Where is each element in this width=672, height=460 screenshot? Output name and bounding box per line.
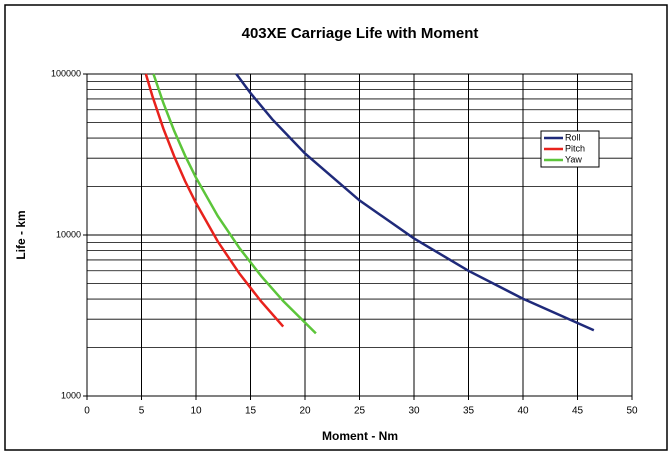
x-tick-label: 0 [84,406,90,417]
y-tick-label: 100000 [51,68,81,78]
x-tick-label: 25 [354,406,366,417]
series-line [235,73,595,332]
legend-label: Yaw [565,154,582,164]
x-axis-label: Moment - Nm [322,429,398,443]
y-tick-label: 10000 [56,229,81,239]
x-tick-label: 35 [463,406,475,417]
legend-label: Pitch [565,143,585,153]
legend-label: Roll [565,132,581,142]
plot-border [86,73,633,397]
series-line [144,73,285,328]
chart-title: 403XE Carriage Life with Moment [242,25,479,42]
x-tick-label: 20 [299,406,311,417]
x-tick-label: 40 [517,406,529,417]
x-tick-label: 45 [572,406,584,417]
x-tick-label: 50 [626,406,638,417]
y-axis-label: Life - km [14,210,28,259]
y-tick-label: 1000 [61,390,81,400]
x-tick-label: 10 [190,406,202,417]
x-tick-label: 30 [408,406,420,417]
x-tick-label: 5 [139,406,145,417]
x-tick-label: 15 [245,406,257,417]
series-line [152,73,317,335]
